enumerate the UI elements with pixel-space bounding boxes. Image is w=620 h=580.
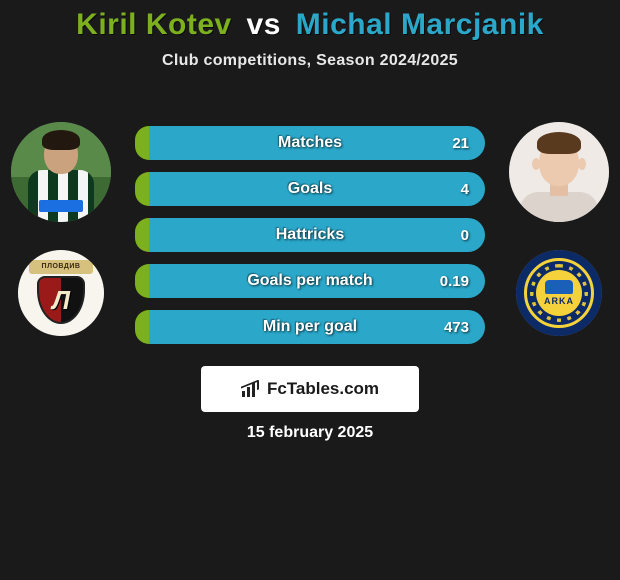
page-title: Kiril Kotev vs Michal Marcjanik [0,0,620,42]
stat-bar-right [149,310,485,344]
stat-bar-left [135,264,149,298]
brand-text: FcTables.com [267,379,379,399]
player1-avatar-art [11,122,111,222]
comparison-card: Kiril Kotev vs Michal Marcjanik Club com… [0,0,620,580]
player1-club-crest: ПЛОВДИВ Л [18,250,104,336]
stat-row: Min per goal473 [135,310,485,344]
stat-row: Matches21 [135,126,485,160]
brand-name: FcTables [267,379,339,398]
club1-art: ПЛОВДИВ Л [18,250,104,336]
stat-row: Goals per match0.19 [135,264,485,298]
player2-club-crest: ARKA [516,250,602,336]
player2-avatar-art [509,122,609,222]
title-vs: vs [247,8,281,41]
date-label: 15 february 2025 [0,424,620,442]
stat-bar-left [135,218,149,252]
title-player2: Michal Marcjanik [296,8,544,41]
left-column: ПЛОВДИВ Л [6,122,116,336]
stat-bar-right [149,218,485,252]
stat-bar-left [135,310,149,344]
stat-bar-right [149,126,485,160]
brand-chart-icon [241,381,261,397]
club1-banner: ПЛОВДИВ [29,260,93,274]
club1-letter: Л [52,285,70,316]
stat-bar-right [149,172,485,206]
club2-text: ARKA [544,296,574,306]
stat-row: Hattricks0 [135,218,485,252]
stats-list: Matches21 Goals4 Hattricks0 Goals per match… [135,126,485,356]
player1-avatar [11,122,111,222]
stat-bar-left [135,126,149,160]
stat-row: Goals4 [135,172,485,206]
right-column: ARKA [504,122,614,336]
club2-art: ARKA [516,250,602,336]
brand-badge: FcTables.com [201,366,419,412]
subtitle: Club competitions, Season 2024/2025 [0,52,620,70]
stat-bar-left [135,172,149,206]
title-player1: Kiril Kotev [76,8,232,41]
player2-avatar [509,122,609,222]
stat-bar-right [149,264,485,298]
brand-domain: .com [339,379,379,398]
